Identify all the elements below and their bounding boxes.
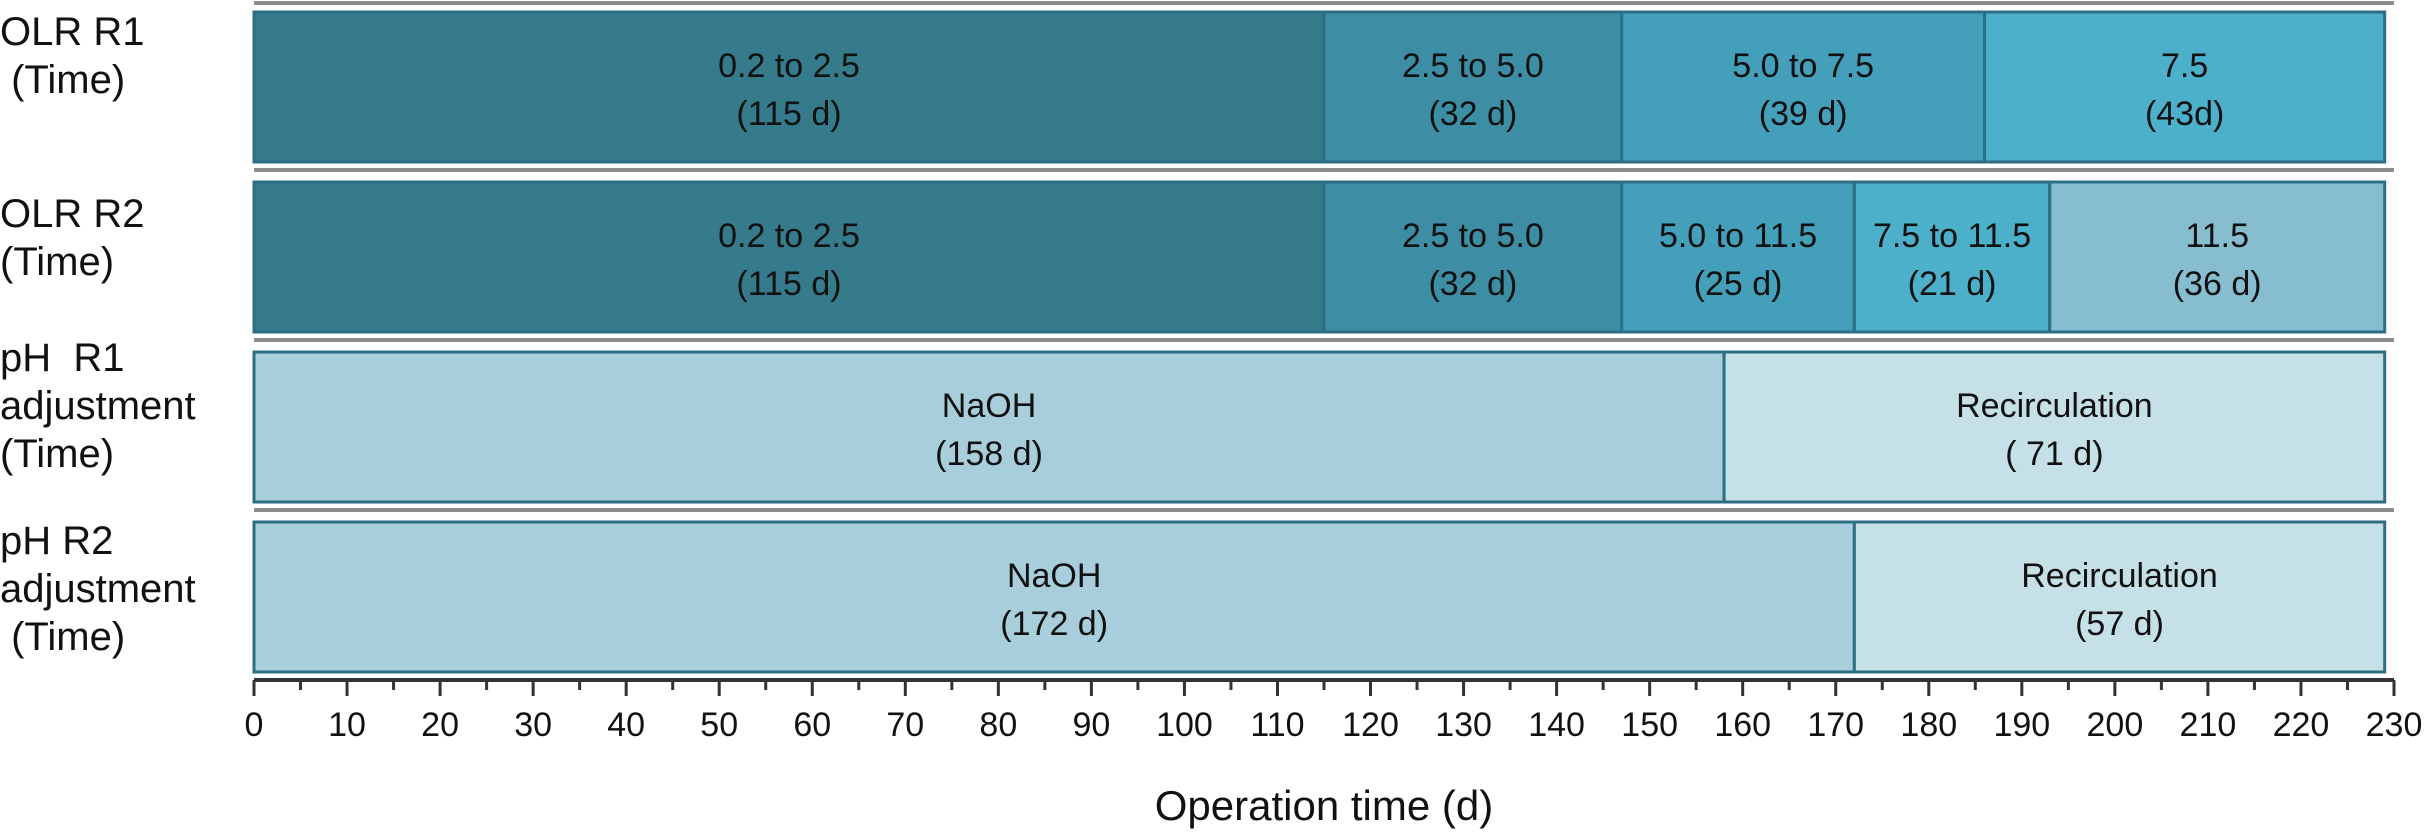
segment-bar <box>1852 180 2052 334</box>
x-tick-label: 50 <box>700 706 738 744</box>
segment-duration-label: (115 d) <box>736 265 841 303</box>
x-tick-label: 20 <box>421 706 459 744</box>
segment-bar <box>1852 520 2387 674</box>
segment-bar <box>1322 180 1624 334</box>
x-tick-label: 210 <box>2180 706 2237 744</box>
segment-duration-label: (158 d) <box>935 435 1043 473</box>
segment-duration-label: (36 d) <box>2173 265 2262 303</box>
x-tick-label: 90 <box>1072 706 1110 744</box>
segment-range-label: 5.0 to 7.5 <box>1732 47 1874 85</box>
x-tick-label: 200 <box>2087 706 2144 744</box>
x-tick-label: 220 <box>2273 706 2330 744</box>
row-label-olr-r2: OLR R2 (Time) <box>0 192 145 284</box>
segment-duration-label: (43d) <box>2145 95 2224 133</box>
x-tick-label: 100 <box>1156 706 1213 744</box>
x-tick-label: 60 <box>793 706 831 744</box>
segment-duration-label: (172 d) <box>1000 605 1108 643</box>
segment-bar <box>1620 180 1856 334</box>
segment-bar <box>252 180 1326 334</box>
segment-range-label: 0.2 to 2.5 <box>718 217 860 255</box>
row-label-olr-r1: OLR R1 (Time) <box>0 10 145 102</box>
segment-duration-label: (32 d) <box>1428 95 1517 133</box>
x-tick-label: 180 <box>1900 706 1957 744</box>
segment-range-label: 7.5 <box>2161 47 2208 85</box>
row-label-ph-r1: pH R1 adjustment (Time) <box>0 336 196 476</box>
x-tick-label: 0 <box>245 706 264 744</box>
segment-duration-label: (21 d) <box>1908 265 1997 303</box>
x-tick-label: 110 <box>1250 706 1304 744</box>
x-tick-label: 80 <box>979 706 1017 744</box>
segment-range-label: NaOH <box>942 387 1036 425</box>
segment-bar <box>252 10 1326 164</box>
segment-range-label: 2.5 to 5.0 <box>1402 217 1544 255</box>
segment-bar <box>1322 10 1624 164</box>
segment-range-label: NaOH <box>1007 557 1101 595</box>
segment-range-label: Recirculation <box>1956 387 2153 425</box>
x-tick-label: 150 <box>1621 706 1678 744</box>
segment-bar <box>1983 10 2387 164</box>
segment-bar <box>252 350 1726 504</box>
x-tick-label: 120 <box>1342 706 1399 744</box>
segment-bar <box>1722 350 2387 504</box>
segment-duration-label: ( 71 d) <box>2005 435 2103 473</box>
x-tick-label: 160 <box>1714 706 1771 744</box>
segment-duration-label: (32 d) <box>1428 265 1517 303</box>
x-tick-label: 70 <box>886 706 924 744</box>
segment-range-label: Recirculation <box>2021 557 2218 595</box>
segment-range-label: 0.2 to 2.5 <box>718 47 860 85</box>
x-tick-label: 140 <box>1528 706 1585 744</box>
segment-duration-label: (25 d) <box>1694 265 1783 303</box>
segment-duration-label: (39 d) <box>1759 95 1848 133</box>
segment-range-label: 5.0 to 11.5 <box>1659 217 1817 255</box>
x-tick-label: 40 <box>607 706 645 744</box>
segment-bar <box>252 520 1856 674</box>
x-tick-label: 10 <box>328 706 366 744</box>
x-tick-label: 30 <box>514 706 552 744</box>
segment-duration-label: (57 d) <box>2075 605 2164 643</box>
x-tick-label: 190 <box>1993 706 2050 744</box>
segment-range-label: 7.5 to 11.5 <box>1873 217 2031 255</box>
segment-bar <box>2048 180 2387 334</box>
x-axis-title: Operation time (d) <box>1155 782 1493 829</box>
segment-range-label: 2.5 to 5.0 <box>1402 47 1544 85</box>
x-tick-label: 130 <box>1435 706 1492 744</box>
x-tick-label: 170 <box>1807 706 1864 744</box>
x-tick-label: 230 <box>2366 706 2423 744</box>
segment-bar <box>1620 10 1987 164</box>
segment-range-label: 11.5 <box>2185 217 2249 255</box>
row-label-ph-r2: pH R2 adjustment (Time) <box>0 519 196 659</box>
segment-duration-label: (115 d) <box>736 95 841 133</box>
